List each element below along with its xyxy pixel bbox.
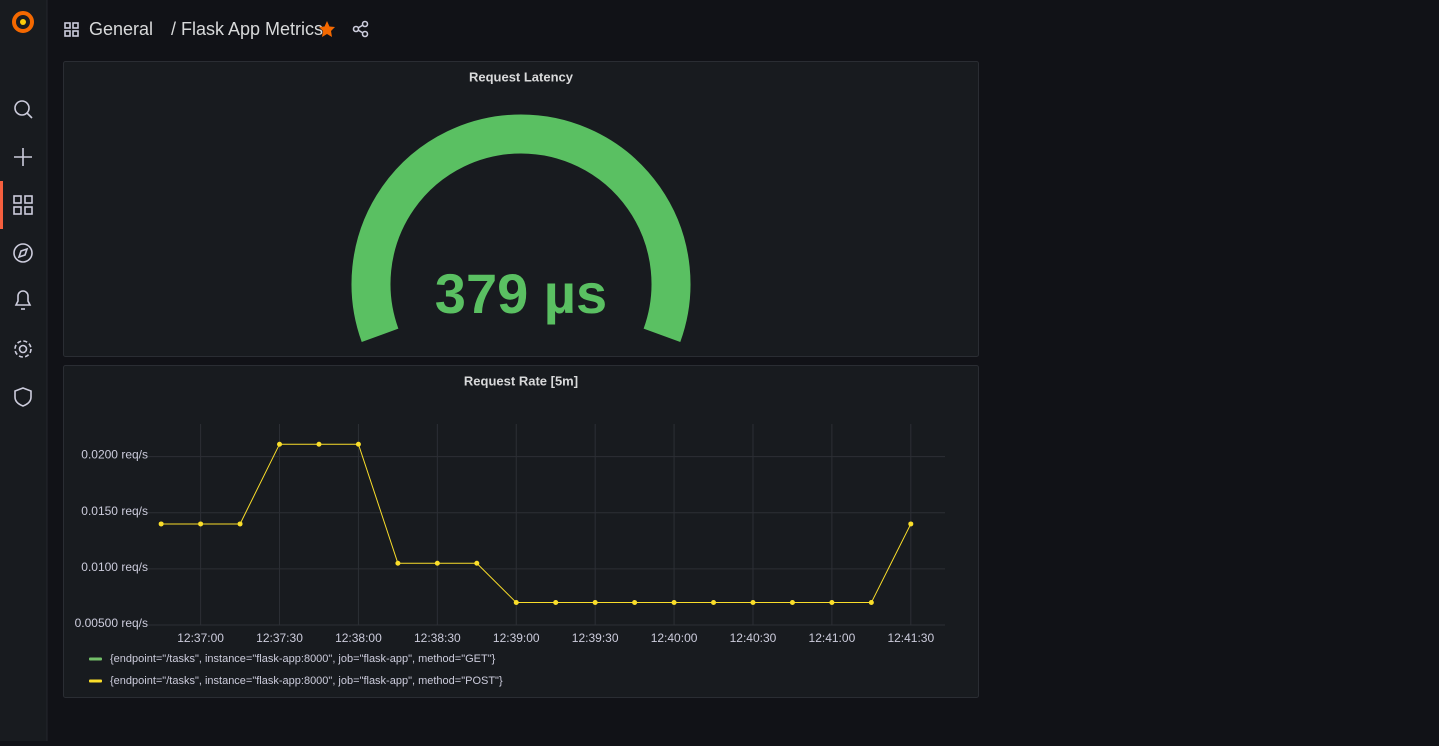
data-point bbox=[829, 600, 835, 606]
data-point bbox=[711, 600, 717, 606]
x-tick-label: 12:38:00 bbox=[335, 631, 382, 645]
legend-label: {endpoint="/tasks", instance="flask-app:… bbox=[110, 675, 503, 687]
x-tick-label: 12:37:00 bbox=[177, 631, 224, 645]
x-tick-label: 12:41:00 bbox=[809, 631, 856, 645]
x-tick-label: 12:38:30 bbox=[414, 631, 461, 645]
admin-icon[interactable] bbox=[14, 387, 32, 407]
y-tick-label: 0.0150 req/s bbox=[81, 504, 148, 518]
breadcrumb-folder[interactable]: General bbox=[89, 19, 153, 39]
active-indicator bbox=[0, 181, 3, 229]
config-icon[interactable] bbox=[14, 340, 32, 358]
y-tick-label: 0.0100 req/s bbox=[81, 560, 148, 574]
gauge-arc bbox=[351, 114, 691, 342]
data-point bbox=[592, 600, 598, 606]
series-line bbox=[161, 443, 912, 604]
data-point bbox=[158, 521, 164, 527]
sidebar bbox=[0, 0, 47, 741]
data-point bbox=[316, 441, 322, 447]
data-point bbox=[632, 600, 638, 606]
gauge-panel bbox=[63, 61, 979, 357]
dashboards-icon[interactable] bbox=[13, 195, 33, 215]
data-point bbox=[474, 560, 480, 566]
x-tick-label: 12:40:00 bbox=[651, 631, 698, 645]
breadcrumb-icon bbox=[64, 22, 79, 37]
x-tick-label: 12:40:30 bbox=[730, 631, 777, 645]
data-point bbox=[395, 560, 401, 566]
grafana-logo[interactable] bbox=[12, 11, 34, 33]
legend-swatch bbox=[89, 679, 102, 683]
legend-label: {endpoint="/tasks", instance="flask-app:… bbox=[110, 653, 496, 665]
graph-panel bbox=[63, 365, 979, 698]
share-icon[interactable] bbox=[352, 20, 369, 38]
x-tick-label: 12:37:30 bbox=[256, 631, 303, 645]
x-tick-label: 12:41:30 bbox=[887, 631, 934, 645]
data-point bbox=[277, 441, 283, 447]
data-point bbox=[750, 600, 756, 606]
data-point bbox=[513, 600, 519, 606]
star-icon[interactable] bbox=[319, 21, 335, 37]
x-tick-label: 12:39:00 bbox=[493, 631, 540, 645]
data-point bbox=[553, 600, 559, 606]
explore-icon[interactable] bbox=[13, 243, 33, 263]
data-point bbox=[237, 521, 243, 527]
data-point bbox=[434, 560, 440, 566]
panel-title: Request Latency bbox=[469, 69, 574, 84]
alerting-icon[interactable] bbox=[14, 290, 32, 310]
create-icon[interactable] bbox=[14, 148, 32, 166]
data-point bbox=[908, 521, 914, 527]
data-point bbox=[789, 600, 795, 606]
data-point bbox=[198, 521, 204, 527]
legend-swatch bbox=[89, 657, 102, 661]
y-tick-label: 0.00500 req/s bbox=[75, 616, 148, 630]
panel-title: Request Rate [5m] bbox=[464, 373, 578, 388]
y-tick-label: 0.0200 req/s bbox=[81, 448, 148, 462]
data-point bbox=[868, 600, 874, 606]
data-point bbox=[355, 441, 361, 447]
data-point bbox=[671, 600, 677, 606]
gauge-value: 379 µs bbox=[435, 262, 607, 325]
search-icon[interactable] bbox=[14, 100, 33, 119]
x-tick-label: 12:39:30 bbox=[572, 631, 619, 645]
dashboard-title: / Flask App Metrics bbox=[171, 19, 323, 39]
